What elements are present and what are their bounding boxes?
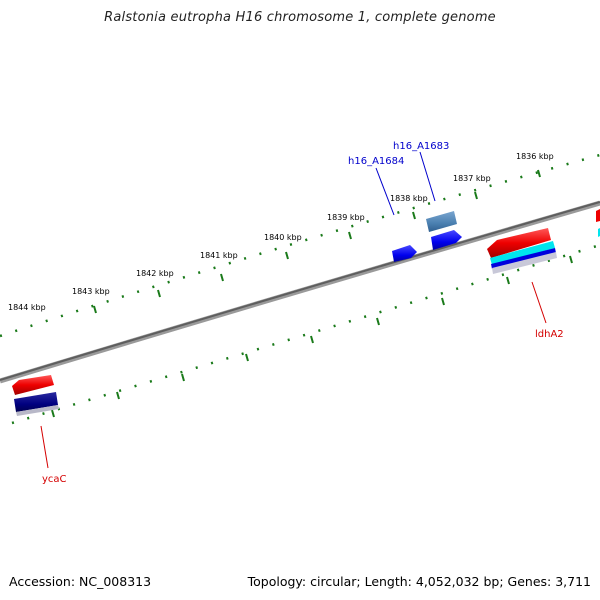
gene-labels: h16_A1684 h16_A1683 ldhA2 ycaC (42, 141, 564, 485)
chromosome-backbone (0, 200, 600, 384)
gene-ycaC[interactable] (12, 375, 59, 416)
accession-text: Accession: NC_008313 (9, 574, 152, 589)
kbp-label-1837: 1837 kbp (453, 174, 491, 183)
kbp-labels: 1844 kbp 1843 kbp 1842 kbp 1841 kbp 1840… (8, 152, 554, 312)
gene-ldhA2[interactable] (487, 228, 557, 274)
kbp-label-1843: 1843 kbp (72, 287, 110, 296)
kbp-label-1838: 1838 kbp (390, 194, 428, 203)
gene-label-ycaC[interactable]: ycaC (42, 474, 67, 485)
label-leader-lines (40, 151, 547, 469)
gene-partial-right-edge[interactable] (596, 209, 600, 237)
kbp-label-1842: 1842 kbp (136, 269, 174, 278)
map-title: Ralstonia eutropha H16 chromosome 1, com… (104, 10, 496, 25)
genome-stats-text: Topology: circular; Length: 4,052,032 bp… (247, 574, 591, 589)
gene-h16-A1683[interactable] (426, 211, 462, 250)
gene-label-h16-A1683[interactable]: h16_A1683 (393, 141, 449, 152)
kbp-label-1841: 1841 kbp (200, 251, 238, 260)
gene-label-h16-A1684[interactable]: h16_A1684 (348, 156, 404, 167)
kbp-label-1836: 1836 kbp (516, 152, 554, 161)
kbp-label-1844: 1844 kbp (8, 303, 46, 312)
kbp-label-1839: 1839 kbp (327, 213, 365, 222)
kbp-label-1840: 1840 kbp (264, 233, 302, 242)
gene-label-ldhA2[interactable]: ldhA2 (535, 329, 564, 340)
outer-scale-ticks (0, 153, 600, 338)
inner-scale-ticks (11, 243, 600, 425)
gene-h16-A1684[interactable] (392, 245, 417, 262)
